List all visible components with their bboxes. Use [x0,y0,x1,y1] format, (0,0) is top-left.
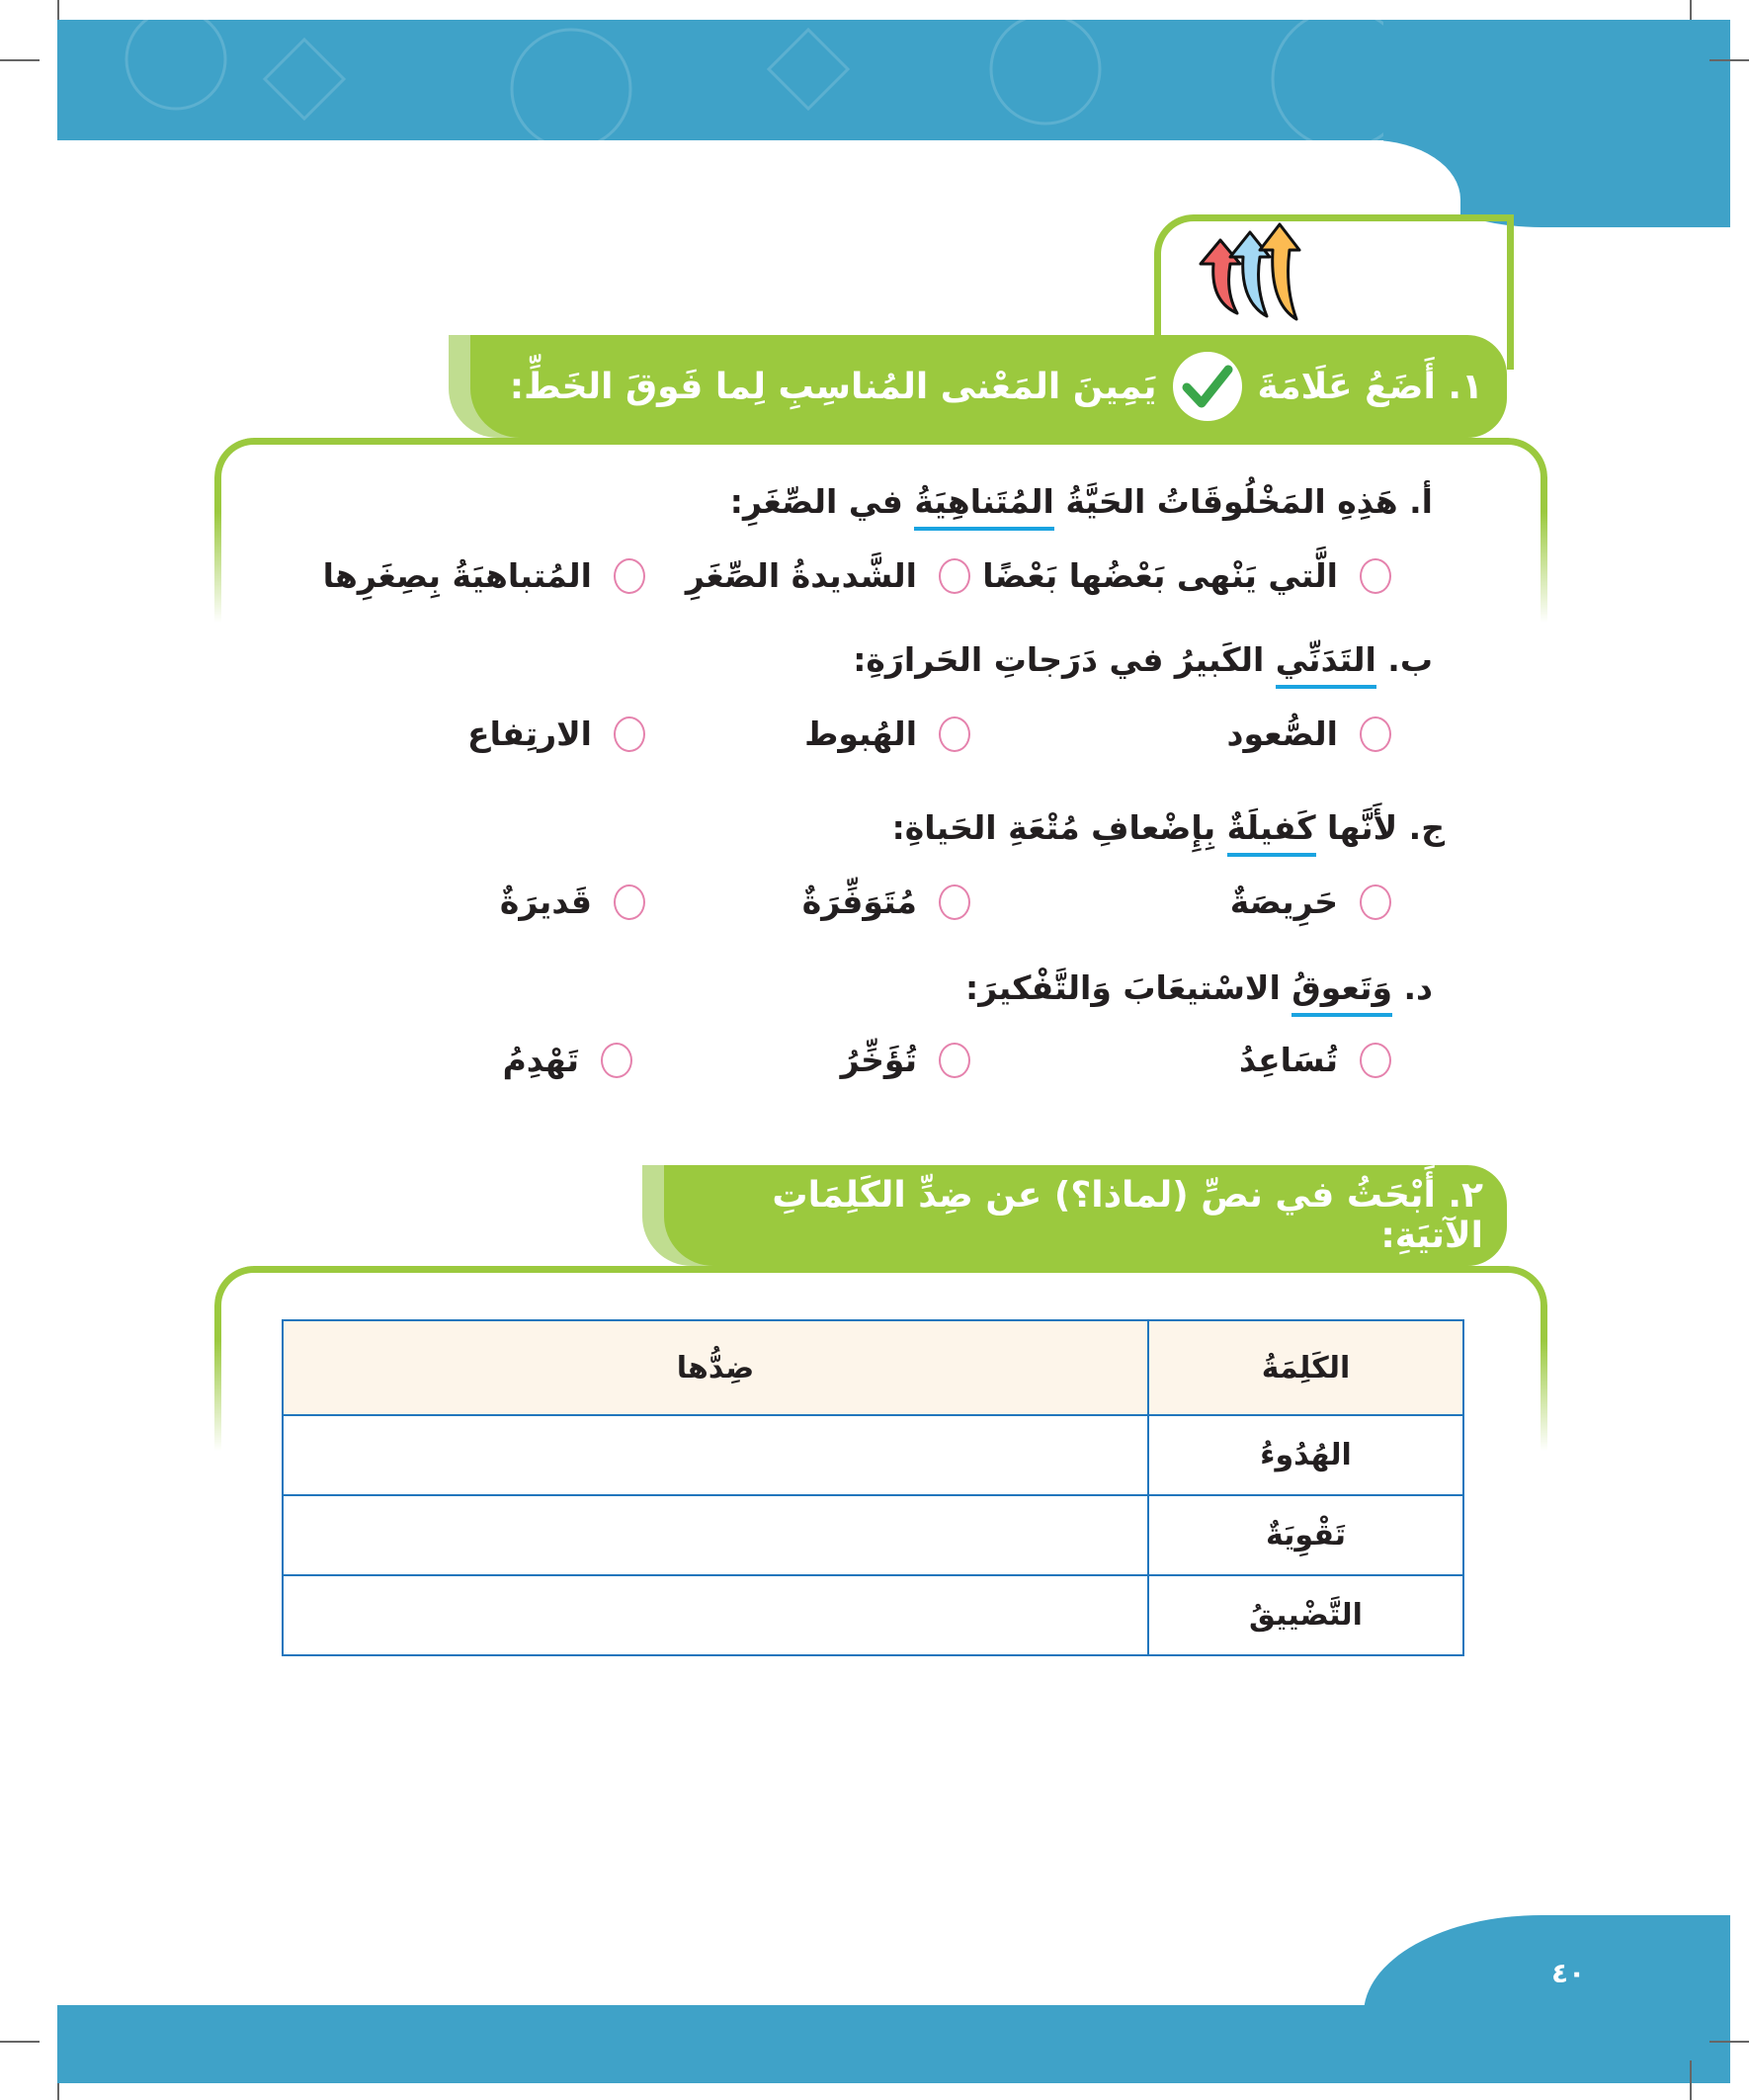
option-a-1[interactable]: الَّتي يَنْهى بَعْضُها بَعْضًا [982,556,1391,595]
exercise2-title: ٢. أَبْحَثُ في نصِّ (لماذا؟) عن ضِدِّ ال… [772,1175,1483,1256]
crop-mark [0,59,40,61]
antonym-answer-cell[interactable] [282,1414,1149,1496]
antonym-answer-cell[interactable] [282,1574,1149,1656]
option-a-2[interactable]: الشَّديدةُ الصِّغَرِ [686,556,970,595]
radio-button[interactable] [1360,557,1391,594]
option-b-3[interactable]: الارتِفاع [467,714,645,753]
crop-mark [1709,2041,1749,2043]
radio-button[interactable] [1360,883,1391,920]
exercise1-frame [214,438,1547,623]
crop-mark [0,2041,40,2043]
option-c-1[interactable]: حَرِيصَةٌ [1230,882,1391,921]
bottom-banner [57,2005,1730,2083]
question-d: د. وَتَعوقُ الاسْتيعَابَ وَالتَّفْكيرَ: [965,968,1433,1017]
radio-button[interactable] [939,715,970,752]
crop-mark [57,2083,59,2100]
option-d-3[interactable]: تَهْدِمُ [503,1041,632,1079]
page-number: ٤٠ [1551,1957,1586,1989]
radio-button[interactable] [1360,715,1391,752]
radio-button[interactable] [601,1042,632,1078]
question-c: ج. لأَنَّها كَفيلَةٌ بِإِضْعافِ مُتْعَةِ… [892,808,1445,857]
banner-cutout [57,140,1460,239]
checkmark-icon [1172,352,1242,421]
crop-mark [57,0,59,20]
question-a: أ. هَذِهِ المَخْلُوقَاتُ الحَيَّةُ المُت… [730,482,1433,531]
radio-button[interactable] [939,1042,970,1078]
option-d-1[interactable]: تُسَاعِدُ [1239,1041,1391,1079]
three-rising-arrows-icon [1199,222,1301,321]
exercise2-title-bar: ٢. أَبْحَثُ في نصِّ (لماذا؟) عن ضِدِّ ال… [664,1165,1507,1266]
option-d-2[interactable]: تُؤَخِّرُ [841,1041,970,1079]
option-c-2[interactable]: مُتَوَفِّرَةٌ [802,882,970,921]
option-a-3[interactable]: المُتباهيَةُ بِصِغَرِها [323,556,645,595]
crop-mark [1709,59,1749,61]
exercise1-title-part1: ١. أَضَعُ عَلَامَةَ [1257,366,1484,407]
crop-mark [1690,0,1692,20]
word-cell: التَّضْييقُ [1147,1574,1464,1656]
question-b: ب. التَدَنِّي الكَبيرُ في دَرَجاتِ الحَر… [853,640,1433,689]
word-cell: تَقْوِيَةٌ [1147,1494,1464,1576]
exercise1-title-bar: ١. أَضَعُ عَلَامَةَ يَمِينَ المَعْنى الم… [470,335,1507,438]
exercise2-frame [214,1266,1547,1451]
antonyms-table: الكَلِمَةُ ضِدُّها الهُدُوءُ تَقْوِيَةٌ … [282,1319,1464,1656]
word-cell: الهُدُوءُ [1147,1414,1464,1496]
option-b-2[interactable]: الهُبوط [804,714,970,753]
table-row: تَقْوِيَةٌ [282,1494,1464,1576]
table-header-row: الكَلِمَةُ ضِدُّها [282,1319,1464,1416]
table-row: الهُدُوءُ [282,1414,1464,1496]
radio-button[interactable] [614,715,645,752]
option-c-3[interactable]: قَديرَةٌ [500,882,645,921]
option-b-1[interactable]: الصُّعود [1227,714,1391,753]
radio-button[interactable] [1360,1042,1391,1078]
exercise1-title-part2: يَمِينَ المَعْنى المُناسِبِ لِما فَوقَ ا… [509,366,1157,407]
icon-box [1154,214,1514,370]
header-word: الكَلِمَةُ [1147,1319,1464,1416]
antonym-answer-cell[interactable] [282,1494,1149,1576]
radio-button[interactable] [614,557,645,594]
radio-button[interactable] [939,557,970,594]
radio-button[interactable] [939,883,970,920]
crop-mark [1690,2060,1692,2100]
header-antonym: ضِدُّها [282,1319,1149,1416]
table-row: التَّضْييقُ [282,1574,1464,1656]
radio-button[interactable] [614,883,645,920]
